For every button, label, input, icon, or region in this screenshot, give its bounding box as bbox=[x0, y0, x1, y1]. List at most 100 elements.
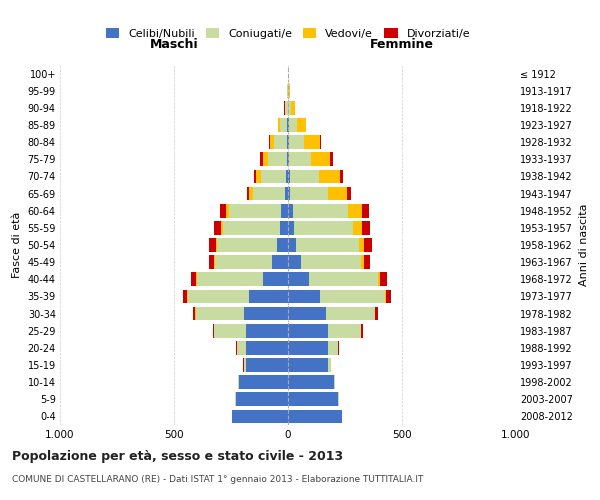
Bar bbox=[288, 358, 328, 372]
Y-axis label: Fasce di età: Fasce di età bbox=[12, 212, 22, 278]
Bar bbox=[349, 204, 362, 218]
Bar bbox=[378, 272, 380, 286]
Text: COMUNE DI CASTELLARANO (RE) - Dati ISTAT 1° gennaio 2013 - Elaborazione TUTTITAL: COMUNE DI CASTELLARANO (RE) - Dati ISTAT… bbox=[12, 475, 424, 484]
Bar bbox=[288, 204, 293, 218]
Legend: Celibi/Nubili, Coniugati/e, Vedovi/e, Divorziati/e: Celibi/Nubili, Coniugati/e, Vedovi/e, Di… bbox=[101, 24, 475, 44]
Bar bbox=[247, 186, 249, 200]
Bar bbox=[288, 341, 328, 354]
Bar bbox=[278, 118, 280, 132]
Bar bbox=[280, 118, 287, 132]
Text: Femmine: Femmine bbox=[370, 38, 434, 52]
Bar bbox=[328, 186, 347, 200]
Bar bbox=[328, 358, 331, 372]
Bar bbox=[226, 204, 229, 218]
Bar bbox=[288, 376, 334, 389]
Bar bbox=[244, 306, 288, 320]
Bar bbox=[289, 152, 311, 166]
Bar bbox=[263, 152, 268, 166]
Bar bbox=[319, 170, 340, 183]
Bar bbox=[277, 238, 288, 252]
Bar bbox=[249, 186, 253, 200]
Bar bbox=[288, 84, 289, 98]
Bar bbox=[209, 256, 214, 269]
Bar bbox=[256, 170, 260, 183]
Bar bbox=[269, 136, 270, 149]
Bar bbox=[215, 256, 272, 269]
Bar bbox=[289, 136, 304, 149]
Bar bbox=[347, 186, 350, 200]
Bar bbox=[223, 221, 280, 234]
Bar bbox=[326, 306, 374, 320]
Bar bbox=[289, 84, 290, 98]
Bar bbox=[285, 186, 288, 200]
Bar bbox=[191, 272, 196, 286]
Bar bbox=[221, 221, 223, 234]
Bar bbox=[272, 256, 288, 269]
Text: Popolazione per età, sesso e stato civile - 2013: Popolazione per età, sesso e stato civil… bbox=[12, 450, 343, 463]
Bar bbox=[334, 376, 335, 389]
Bar bbox=[362, 204, 369, 218]
Bar bbox=[386, 290, 391, 304]
Bar bbox=[244, 358, 246, 372]
Bar bbox=[263, 272, 288, 286]
Bar bbox=[311, 152, 330, 166]
Bar bbox=[197, 272, 263, 286]
Bar bbox=[290, 170, 319, 183]
Bar bbox=[280, 221, 288, 234]
Bar bbox=[306, 118, 307, 132]
Bar bbox=[328, 324, 361, 338]
Bar bbox=[214, 221, 221, 234]
Bar bbox=[288, 290, 320, 304]
Bar bbox=[268, 152, 287, 166]
Bar bbox=[288, 136, 289, 149]
Bar bbox=[214, 256, 215, 269]
Bar bbox=[288, 152, 289, 166]
Bar bbox=[288, 410, 341, 424]
Bar bbox=[209, 238, 216, 252]
Bar bbox=[376, 306, 378, 320]
Bar bbox=[214, 324, 246, 338]
Bar bbox=[236, 392, 288, 406]
Bar bbox=[362, 221, 370, 234]
Bar bbox=[330, 152, 333, 166]
Bar bbox=[353, 221, 362, 234]
Bar bbox=[320, 136, 321, 149]
Bar bbox=[284, 101, 285, 114]
Bar bbox=[274, 136, 287, 149]
Bar bbox=[293, 204, 349, 218]
Y-axis label: Anni di nascita: Anni di nascita bbox=[578, 204, 589, 286]
Bar bbox=[364, 256, 370, 269]
Bar bbox=[288, 392, 338, 406]
Bar bbox=[359, 238, 364, 252]
Bar bbox=[254, 170, 256, 183]
Bar bbox=[236, 341, 246, 354]
Bar bbox=[288, 186, 290, 200]
Bar bbox=[340, 170, 343, 183]
Bar bbox=[196, 306, 244, 320]
Bar bbox=[217, 238, 277, 252]
Bar bbox=[246, 324, 288, 338]
Bar bbox=[287, 136, 288, 149]
Bar bbox=[183, 290, 187, 304]
Bar bbox=[287, 118, 288, 132]
Bar bbox=[361, 324, 362, 338]
Bar bbox=[296, 118, 306, 132]
Bar bbox=[246, 341, 288, 354]
Bar bbox=[361, 256, 364, 269]
Bar bbox=[238, 376, 239, 389]
Bar bbox=[270, 136, 274, 149]
Bar bbox=[239, 376, 288, 389]
Bar bbox=[288, 272, 308, 286]
Bar bbox=[289, 118, 296, 132]
Bar bbox=[296, 238, 359, 252]
Bar bbox=[213, 324, 214, 338]
Bar bbox=[308, 272, 378, 286]
Bar bbox=[380, 272, 387, 286]
Bar bbox=[288, 256, 301, 269]
Bar bbox=[287, 152, 288, 166]
Bar bbox=[249, 290, 288, 304]
Bar bbox=[289, 101, 291, 114]
Bar bbox=[385, 290, 386, 304]
Bar bbox=[364, 238, 373, 252]
Bar bbox=[260, 152, 263, 166]
